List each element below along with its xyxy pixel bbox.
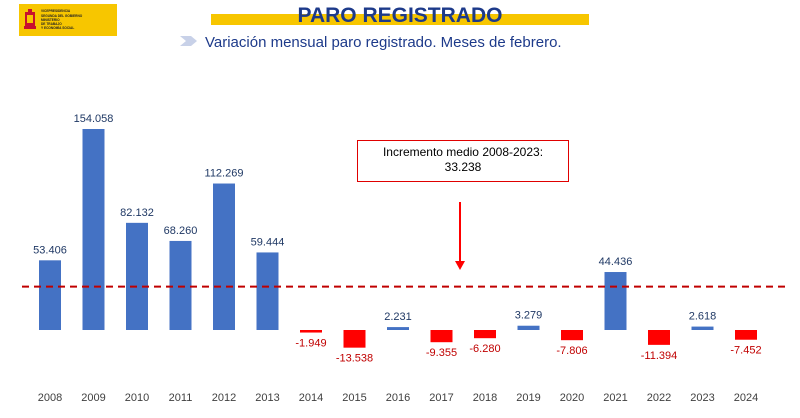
data-label-2015: -13.538 xyxy=(336,353,373,365)
annotation-line-2: 33.238 xyxy=(444,160,482,174)
average-annotation-box: Incremento medio 2008-2023: 33.238 xyxy=(357,140,569,182)
data-label-2021: 44.436 xyxy=(599,256,633,268)
x-tick-label-2009: 2009 xyxy=(81,392,105,404)
x-tick-label-2013: 2013 xyxy=(255,392,279,404)
x-tick-label-2022: 2022 xyxy=(647,392,671,404)
bar-2022 xyxy=(648,330,670,345)
chart-subtitle: Variación mensual paro registrado. Meses… xyxy=(205,34,562,51)
logo-text: VICEPRESIDENCIA SEGUNDA DEL GOBIERNO MIN… xyxy=(41,9,82,30)
data-label-2020: -7.806 xyxy=(556,345,587,357)
bar-2023 xyxy=(691,326,714,330)
title-underline-bar xyxy=(211,14,589,25)
bar-2020 xyxy=(561,330,583,341)
data-label-2022: -11.394 xyxy=(641,350,678,362)
bar-2012 xyxy=(213,183,235,330)
bar-2008 xyxy=(39,260,61,330)
x-tick-label-2010: 2010 xyxy=(125,392,149,404)
bar-2018 xyxy=(474,330,496,339)
x-tick-label-2024: 2024 xyxy=(734,392,758,404)
x-tick-label-2012: 2012 xyxy=(212,392,236,404)
data-label-2019: 3.279 xyxy=(515,310,543,322)
data-label-2018: -6.280 xyxy=(469,343,500,355)
data-label-2011: 68.260 xyxy=(164,225,198,237)
x-tick-label-2015: 2015 xyxy=(342,392,366,404)
bar-2017 xyxy=(430,330,453,343)
bar-2021 xyxy=(604,272,627,330)
bar-2011 xyxy=(169,240,192,330)
data-label-2023: 2.618 xyxy=(689,311,717,323)
bar-2014 xyxy=(300,330,322,333)
logo-line: DE TRABAJO xyxy=(41,22,62,27)
x-tick-label-2018: 2018 xyxy=(473,392,497,404)
annotation-arrow-head xyxy=(455,261,465,270)
bar-2010 xyxy=(126,222,148,330)
bar-2013 xyxy=(256,252,279,330)
data-label-2008: 53.406 xyxy=(33,244,67,256)
bar-2019 xyxy=(517,325,540,330)
data-label-2010: 82.132 xyxy=(120,207,154,219)
data-label-2024: -7.452 xyxy=(730,345,761,357)
bar-2016 xyxy=(387,327,409,330)
x-tick-label-2016: 2016 xyxy=(386,392,410,404)
x-tick-label-2014: 2014 xyxy=(299,392,323,404)
bar-2015 xyxy=(343,330,366,348)
data-label-2016: 2.231 xyxy=(384,311,412,323)
data-label-2017: -9.355 xyxy=(426,347,457,359)
chevron-right-icon xyxy=(180,36,197,46)
logo-line: VICEPRESIDENCIA xyxy=(41,9,71,14)
coat-of-arms-icon xyxy=(24,9,36,29)
logo-line: MINISTERIO xyxy=(41,17,60,22)
data-label-2012: 112.269 xyxy=(205,168,244,180)
annotation-line-1: Incremento medio 2008-2023: xyxy=(382,145,544,159)
data-label-2009: 154.058 xyxy=(74,113,114,125)
x-tick-label-2019: 2019 xyxy=(516,392,540,404)
logo-line: Y ECONOMÍA SOCIAL xyxy=(41,26,75,31)
page-title: PARO REGISTRADO xyxy=(297,4,503,27)
x-tick-label-2021: 2021 xyxy=(603,392,627,404)
data-label-2013: 59.444 xyxy=(251,236,285,248)
data-label-2014: -1.949 xyxy=(295,338,326,350)
government-logo: VICEPRESIDENCIA SEGUNDA DEL GOBIERNO MIN… xyxy=(19,4,117,36)
x-tick-label-2008: 2008 xyxy=(38,392,62,404)
x-tick-label-2023: 2023 xyxy=(690,392,714,404)
x-tick-label-2017: 2017 xyxy=(429,392,453,404)
logo-line: SEGUNDA DEL GOBIERNO xyxy=(41,13,83,18)
bar-2024 xyxy=(735,330,757,340)
x-tick-label-2020: 2020 xyxy=(560,392,584,404)
x-tick-label-2011: 2011 xyxy=(169,392,193,404)
bar-2009 xyxy=(82,129,105,330)
